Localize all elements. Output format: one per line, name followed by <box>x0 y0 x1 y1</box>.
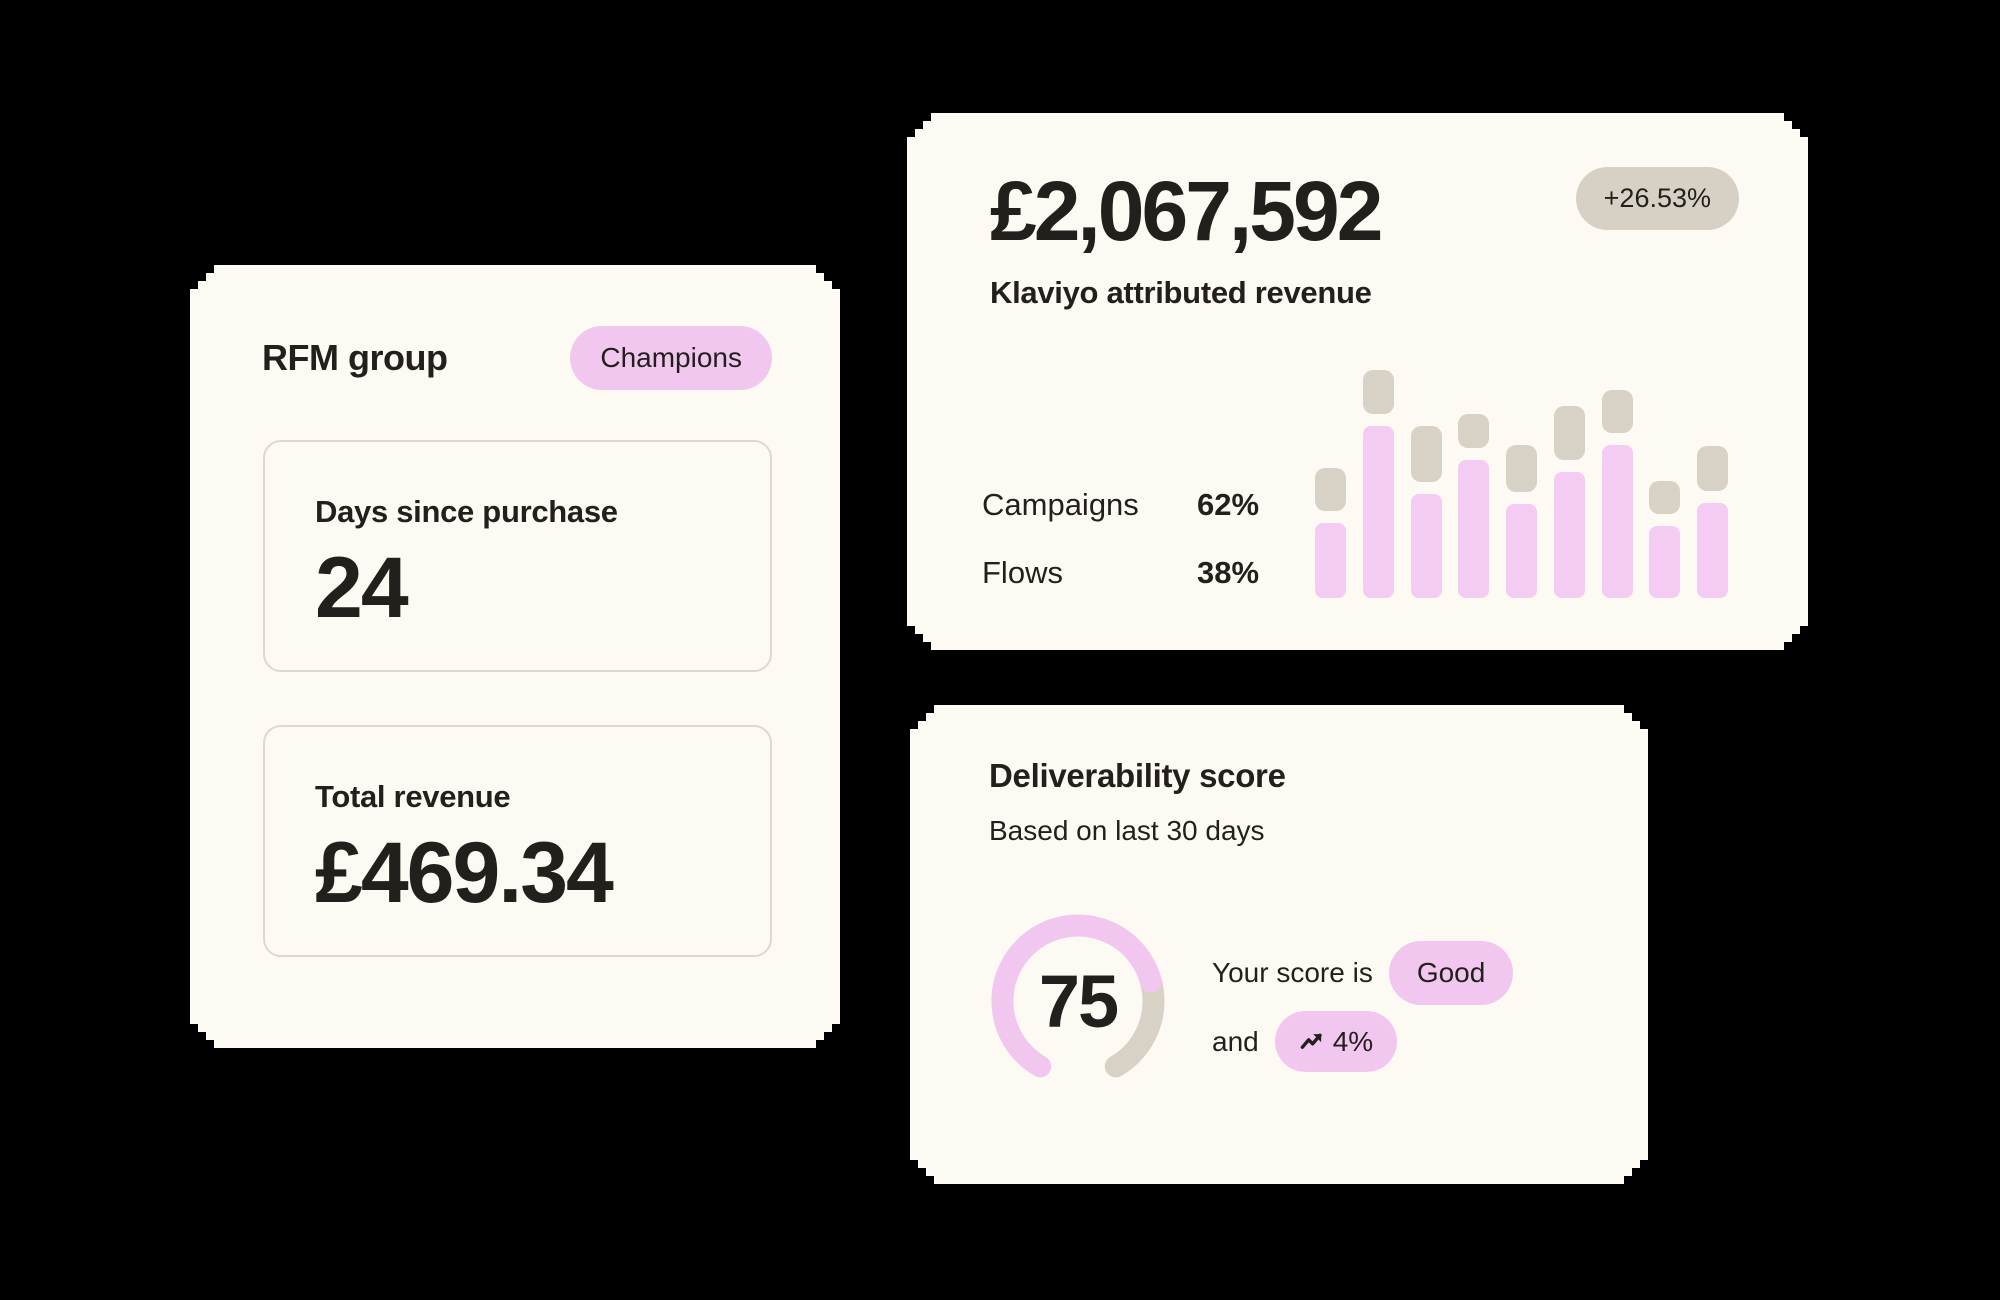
score-line-2: and 4% <box>1212 1011 1513 1072</box>
breakdown-label: Flows <box>982 555 1063 590</box>
stat-value: £469.34 <box>315 825 612 921</box>
rfm-card-header: RFM group Champions <box>262 325 772 391</box>
bar <box>1506 504 1537 598</box>
deliverability-subtitle: Based on last 30 days <box>989 815 1265 846</box>
breakdown-value: 62% <box>1197 487 1260 522</box>
bar <box>1458 460 1489 598</box>
days-since-purchase-stat: Days since purchase 24 <box>263 440 772 672</box>
bar <box>1411 494 1442 598</box>
trend-value-text: 4% <box>1332 1025 1374 1057</box>
deliverability-title: Deliverability score <box>989 757 1286 794</box>
bar-column <box>1554 406 1585 598</box>
stat-value: 24 <box>315 540 407 636</box>
stat-label: Total revenue <box>315 779 511 814</box>
bar-column <box>1411 426 1442 598</box>
stat-label: Days since purchase <box>315 494 618 529</box>
bar-cap <box>1649 481 1680 514</box>
trending-up-icon <box>1299 1029 1324 1054</box>
total-revenue-stat: Total revenue £469.34 <box>263 725 772 957</box>
bar-column <box>1602 390 1633 598</box>
gauge-track-remaining <box>1116 982 1154 1067</box>
score-conjunction-text: and <box>1212 1025 1259 1057</box>
bar <box>1602 445 1633 598</box>
score-description: Your score is Good and 4% <box>1212 941 1513 1072</box>
bar <box>1315 523 1346 598</box>
rfm-group-card: RFM group Champions Days since purchase … <box>190 265 840 1048</box>
breakdown-row-campaigns: Campaigns 62% <box>982 485 1259 525</box>
bar-column <box>1458 414 1489 598</box>
bar-column <box>1315 468 1346 598</box>
score-prefix-text: Your score is <box>1212 957 1373 988</box>
bar-column <box>1363 370 1394 598</box>
revenue-bar-chart <box>1315 369 1728 598</box>
bar-column <box>1649 481 1680 598</box>
bar-cap <box>1458 414 1489 448</box>
rfm-card-title: RFM group <box>262 337 448 378</box>
score-number: 75 <box>1038 959 1118 1043</box>
score-rating-badge: Good <box>1389 941 1514 1005</box>
gauge-track-filled <box>1002 926 1150 1067</box>
deliverability-gauge: 75 <box>986 909 1170 1093</box>
score-trend-badge: 4% <box>1275 1011 1397 1072</box>
bar <box>1363 426 1394 598</box>
bar-cap <box>1602 390 1633 433</box>
breakdown-value: 38% <box>1197 555 1260 590</box>
bar-cap <box>1315 468 1346 511</box>
bar-cap <box>1697 446 1728 491</box>
revenue-subtitle: Klaviyo attributed revenue <box>990 275 1372 310</box>
bar-cap <box>1363 370 1394 414</box>
breakdown-row-flows: Flows 38% <box>982 553 1259 593</box>
bar-cap <box>1411 426 1442 482</box>
revenue-change-badge: +26.53% <box>1576 167 1739 230</box>
deliverability-score-card: Deliverability score Based on last 30 da… <box>910 705 1648 1184</box>
bar <box>1649 526 1680 598</box>
bar-column <box>1697 446 1728 598</box>
rfm-group-badge: Champions <box>570 326 772 390</box>
attributed-revenue-card: £2,067,592 +26.53% Klaviyo attributed re… <box>907 113 1808 650</box>
revenue-amount: £2,067,592 <box>990 164 1381 258</box>
bar <box>1554 472 1585 598</box>
bar <box>1697 503 1728 598</box>
breakdown-label: Campaigns <box>982 487 1139 522</box>
score-line-1: Your score is Good <box>1212 941 1513 1005</box>
score-gauge-svg <box>986 909 1170 1093</box>
revenue-breakdown: Campaigns 62% Flows 38% <box>982 485 1259 593</box>
bar-cap <box>1506 445 1537 492</box>
bar-cap <box>1554 406 1585 460</box>
bar-column <box>1506 445 1537 598</box>
